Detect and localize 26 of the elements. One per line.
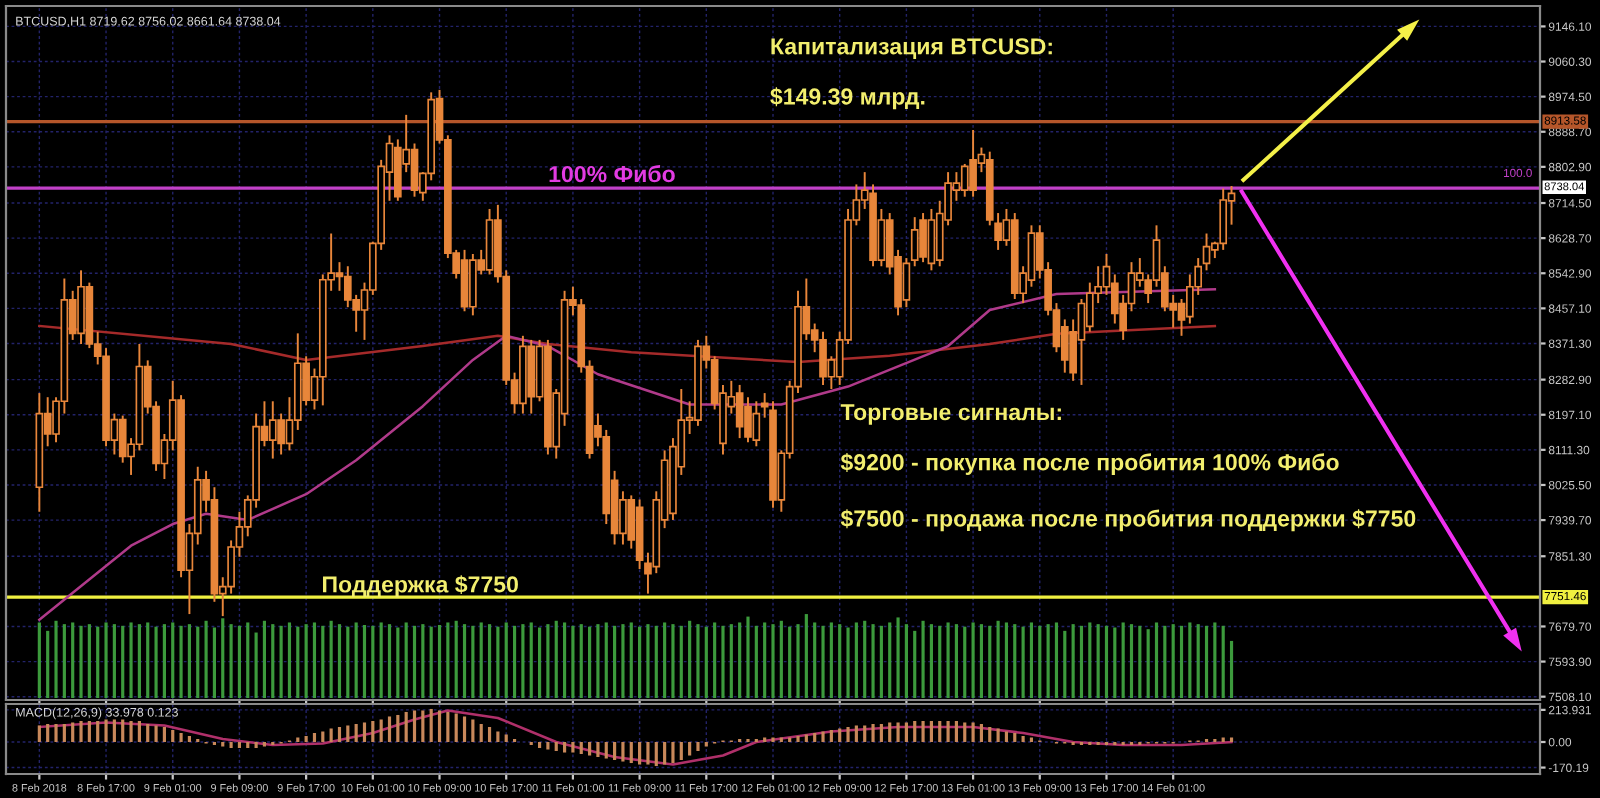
candlestick bbox=[268, 400, 277, 460]
candlestick bbox=[902, 257, 911, 309]
annotation: 100% Фибо bbox=[549, 165, 675, 183]
candlestick bbox=[735, 383, 744, 440]
candlestick bbox=[1077, 298, 1086, 386]
candlestick bbox=[410, 142, 419, 198]
candlestick bbox=[927, 207, 936, 272]
annotation: Торговые сигналы: bbox=[840, 404, 1061, 425]
candlestick bbox=[910, 216, 919, 268]
annotation: $9200 - покупка после пробития 100% Фибо bbox=[840, 453, 1339, 475]
candlestick bbox=[969, 129, 977, 198]
candlestick bbox=[960, 162, 969, 198]
annotation: Поддержка $7750 bbox=[323, 575, 518, 598]
candlestick bbox=[1202, 232, 1211, 272]
candlestick bbox=[460, 248, 469, 313]
candlestick bbox=[1027, 224, 1036, 288]
annotation: Капитализация BTCUSD: bbox=[771, 38, 1052, 59]
candlestick bbox=[752, 400, 761, 448]
candlestick bbox=[77, 269, 85, 345]
annotation: $149.39 млрд. bbox=[770, 87, 925, 110]
candlestick bbox=[1219, 187, 1228, 251]
annotation: $7500 - продажа после пробития поддержки $7750 bbox=[840, 509, 1416, 532]
candlestick bbox=[819, 330, 827, 386]
candlestick bbox=[919, 212, 927, 264]
candlestick bbox=[469, 253, 477, 317]
line-series bbox=[38, 287, 1217, 622]
